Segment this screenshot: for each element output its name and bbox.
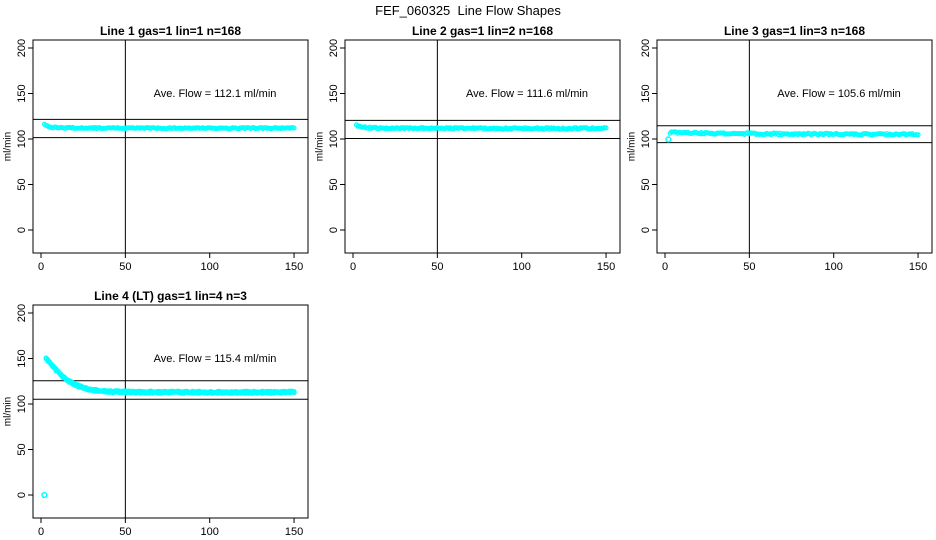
outlier-point [665, 136, 672, 143]
y-tick-label: 200 [16, 39, 28, 57]
panel-svg: Line 3 gas=1 lin=3 n=168 0 50 100 150 0 50 100 1… [627, 24, 933, 273]
y-axis: 0 50 100 150 200 [16, 304, 33, 498]
x-tick-label: 50 [743, 261, 755, 273]
y-axis-label: ml/min [3, 397, 14, 426]
x-tick-label: 0 [38, 526, 44, 538]
x-tick-label: 150 [285, 526, 303, 538]
y-tick-label: 50 [640, 178, 652, 190]
y-tick-label: 0 [640, 227, 652, 233]
y-tick-label: 50 [328, 178, 340, 190]
x-tick-label: 150 [909, 261, 927, 273]
panel-line-3: Line 3 gas=1 lin=3 n=168 0 50 100 150 0 50 100 1… [624, 24, 936, 280]
data-point [603, 125, 609, 131]
panel-line-2: Line 2 gas=1 lin=2 n=168 0 50 100 150 0 50 100 1… [312, 24, 624, 280]
panel-line-4: Line 4 (LT) gas=1 lin=4 n=3 0 50 100 150 0 50 1… [0, 289, 312, 540]
y-axis-label: ml/min [627, 132, 638, 161]
y-axis: 0 50 100 150 200 [640, 39, 657, 233]
data-points [43, 355, 297, 396]
plot-border [344, 39, 621, 254]
y-tick-label: 150 [328, 84, 340, 102]
y-tick-label: 150 [640, 84, 652, 102]
y-tick-label: 100 [16, 395, 28, 413]
x-tick-label: 0 [350, 261, 356, 273]
panel-line-1: Line 1 gas=1 lin=1 n=168 0 50 100 150 0 50 100 1… [0, 24, 312, 280]
panel-svg: Line 2 gas=1 lin=2 n=168 0 50 100 150 0 50 100 1… [315, 24, 621, 273]
data-point [291, 125, 297, 131]
x-tick-label: 100 [201, 526, 219, 538]
panel-svg: Line 4 (LT) gas=1 lin=4 n=3 0 50 100 150 0 50 1… [3, 289, 309, 538]
outlier-point [41, 491, 48, 499]
data-point [915, 132, 921, 138]
ave-flow-annotation: Ave. Flow = 112.1 ml/min [154, 88, 277, 100]
y-axis: 0 50 100 150 200 [328, 39, 345, 233]
ave-flow-annotation: Ave. Flow = 105.6 ml/min [777, 88, 901, 100]
data-points [667, 129, 921, 138]
panel-title: Line 4 (LT) gas=1 lin=4 n=3 [94, 289, 247, 303]
y-tick-label: 0 [16, 492, 28, 498]
x-tick-label: 0 [662, 261, 668, 273]
y-tick-label: 0 [328, 227, 340, 233]
data-point [291, 389, 297, 395]
x-tick-label: 50 [119, 261, 131, 273]
x-tick-label: 100 [825, 261, 843, 273]
panel-svg: Line 1 gas=1 lin=1 n=168 0 50 100 150 0 50 100 1… [3, 24, 309, 273]
y-tick-label: 100 [328, 130, 340, 148]
x-axis: 0 50 100 150 [38, 253, 303, 273]
x-tick-label: 150 [597, 261, 615, 273]
y-tick-label: 150 [16, 349, 28, 367]
x-tick-label: 50 [431, 261, 443, 273]
figure-title: FEF_060325 Line Flow Shapes [375, 3, 561, 18]
y-tick-label: 200 [328, 39, 340, 57]
y-tick-label: 200 [16, 304, 28, 322]
x-tick-label: 100 [513, 261, 531, 273]
data-points [353, 122, 609, 132]
y-axis: 0 50 100 150 200 [16, 39, 33, 233]
y-axis-label: ml/min [3, 132, 14, 161]
x-tick-label: 150 [285, 261, 303, 273]
y-tick-label: 0 [16, 227, 28, 233]
y-tick-label: 100 [640, 130, 652, 148]
panel-title: Line 1 gas=1 lin=1 n=168 [100, 24, 241, 38]
panel-title: Line 2 gas=1 lin=2 n=168 [412, 24, 553, 38]
x-axis: 0 50 100 150 [38, 518, 303, 538]
x-tick-label: 50 [119, 526, 131, 538]
plot-border [32, 304, 309, 519]
y-tick-label: 100 [16, 130, 28, 148]
panel-title: Line 3 gas=1 lin=3 n=168 [724, 24, 865, 38]
y-tick-label: 150 [16, 84, 28, 102]
y-tick-label: 200 [640, 39, 652, 57]
y-tick-label: 50 [16, 178, 28, 190]
x-axis: 0 50 100 150 [662, 253, 927, 273]
y-tick-label: 50 [16, 443, 28, 455]
data-points [41, 121, 297, 132]
plot-border [32, 39, 309, 254]
ave-flow-annotation: Ave. Flow = 111.6 ml/min [466, 88, 588, 100]
plot-border [656, 39, 933, 254]
x-axis: 0 50 100 150 [350, 253, 615, 273]
x-tick-label: 100 [201, 261, 219, 273]
ave-flow-annotation: Ave. Flow = 115.4 ml/min [154, 353, 277, 365]
y-axis-label: ml/min [315, 132, 326, 161]
x-tick-label: 0 [38, 261, 44, 273]
